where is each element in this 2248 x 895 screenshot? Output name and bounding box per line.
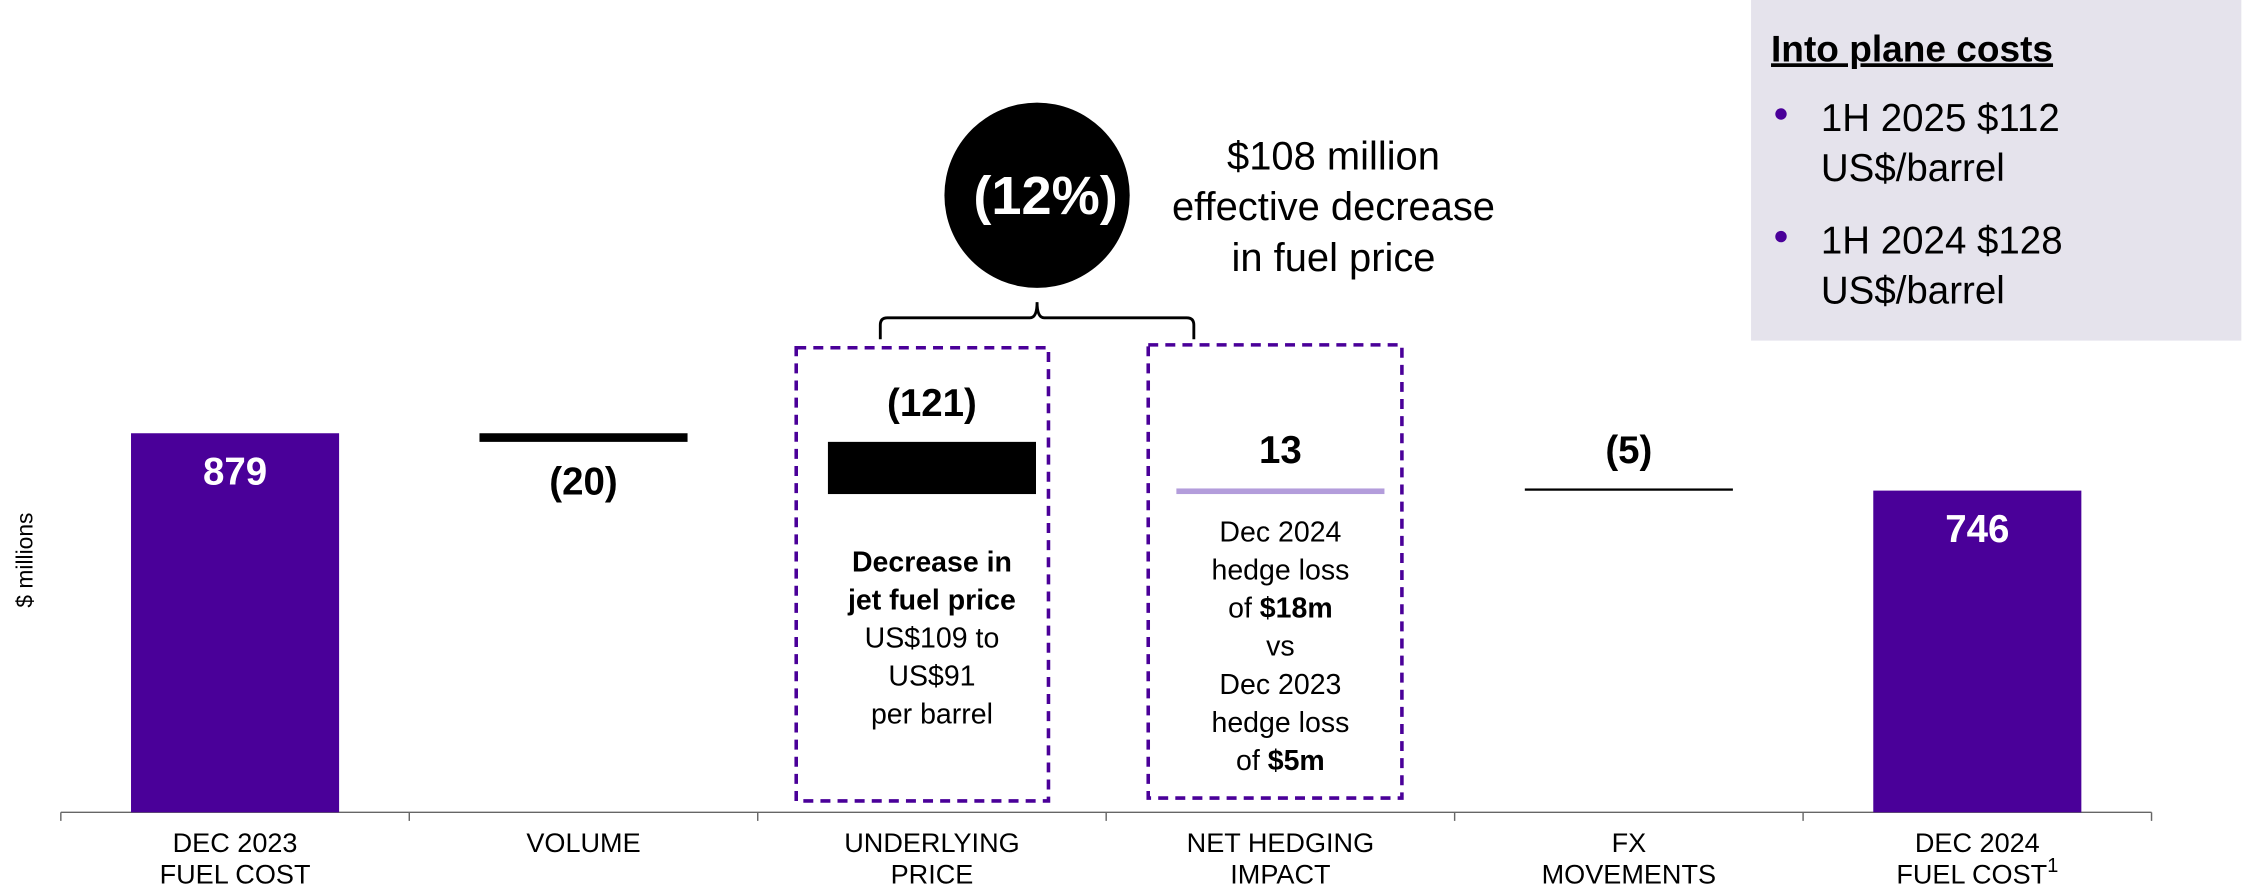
footnote-mark: 1 <box>2047 855 2058 877</box>
note-text: jet fuel price <box>847 585 1016 617</box>
brace <box>878 302 1196 340</box>
note-line: Dec 2024 <box>1219 517 1341 549</box>
info-panel <box>1751 0 2242 341</box>
note-text: Decrease in <box>852 546 1012 578</box>
note-line: jet fuel price <box>847 585 1016 617</box>
note-text: hedge loss <box>1211 555 1349 587</box>
bar <box>1873 490 2082 813</box>
category-line: NET HEDGING <box>1187 827 1374 858</box>
note-line: of $5m <box>1236 745 1325 777</box>
callout-line: in fuel price <box>1231 236 1435 280</box>
x-tick-label: DEC 2024 FUEL COST1 <box>1896 827 2058 889</box>
note-line: hedge loss <box>1211 555 1349 587</box>
x-tick-label: NET HEDGING IMPACT <box>1187 827 1374 889</box>
note-text: $5m <box>1268 745 1325 777</box>
panel-title: Into plane costs <box>1771 27 2053 69</box>
note-text: of <box>1236 745 1268 777</box>
bullet-text: 1H 2024 $128 <box>1821 220 2063 263</box>
category-line: DEC 2023 <box>173 827 298 858</box>
note-text: $18m <box>1260 593 1333 625</box>
x-tick-label: DEC 2023 FUEL COST <box>160 827 311 889</box>
value-label: 879 <box>203 451 267 494</box>
note-text: Dec 2023 <box>1219 669 1341 701</box>
bar <box>1524 488 1733 491</box>
bar <box>131 433 340 813</box>
value-label: 13 <box>1259 429 1302 472</box>
bar <box>1176 488 1385 495</box>
note-line: hedge loss <box>1211 707 1349 739</box>
x-tick-label: VOLUME <box>526 827 640 858</box>
value-label: (20) <box>549 461 617 504</box>
note-line: vs <box>1266 631 1295 663</box>
category-line: FX <box>1612 827 1647 858</box>
category-line: PRICE <box>891 859 974 890</box>
note-text: Dec 2024 <box>1219 517 1341 549</box>
note-text: vs <box>1266 631 1295 663</box>
badge-circle <box>944 102 1130 288</box>
category-line: IMPACT <box>1230 859 1330 890</box>
note-line: Decrease in <box>852 546 1012 578</box>
value-label: (121) <box>887 382 977 425</box>
note-text: per barrel <box>871 699 993 731</box>
category-line: FUEL COST <box>160 859 311 890</box>
bar <box>479 433 688 442</box>
value-label: 746 <box>1945 508 2009 551</box>
bullet-text: US$/barrel <box>1821 147 2005 190</box>
note-text: hedge loss <box>1211 707 1349 739</box>
callout-line: effective decrease <box>1172 185 1495 229</box>
x-tick-label: FX MOVEMENTS <box>1542 827 1716 889</box>
bullet-dot <box>1775 108 1787 120</box>
highlight-box <box>1146 343 1404 800</box>
highlight-box <box>794 345 1051 803</box>
note-line: of $18m <box>1228 593 1333 625</box>
value-label: (5) <box>1605 429 1652 472</box>
category-line: VOLUME <box>526 827 640 858</box>
bullet-dot <box>1775 230 1787 243</box>
x-tick-label: UNDERLYING PRICE <box>844 827 1019 889</box>
bar <box>827 441 1036 495</box>
bullet-text: US$/barrel <box>1821 270 2005 313</box>
category-line: FUEL COST <box>1896 859 2047 890</box>
category-line: DEC 2024 <box>1915 827 2040 858</box>
bullet-text: 1H 2025 $112 <box>1821 97 2060 140</box>
note-line: Dec 2023 <box>1219 669 1341 701</box>
note-text: of <box>1228 593 1260 625</box>
y-axis-label: $ millions <box>11 513 37 608</box>
callout-line: $108 million <box>1227 135 1440 179</box>
note-text: US$109 to <box>865 623 1000 655</box>
category-line: MOVEMENTS <box>1542 859 1716 890</box>
badge-text: (12%) <box>973 166 1117 226</box>
category-line: UNDERLYING <box>844 827 1019 858</box>
note-text: US$91 <box>888 661 975 693</box>
note-line: per barrel <box>871 699 993 731</box>
note-line: US$91 <box>888 661 975 693</box>
note-line: US$109 to <box>865 623 1000 655</box>
